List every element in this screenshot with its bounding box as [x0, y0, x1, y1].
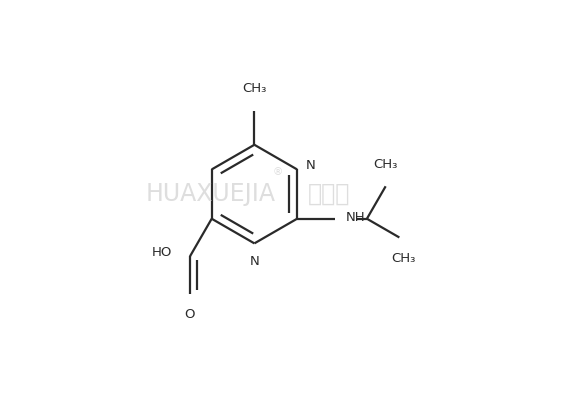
Text: HUAXUEJIA: HUAXUEJIA	[146, 182, 276, 206]
Text: CH₃: CH₃	[391, 252, 416, 266]
Text: CH₃: CH₃	[373, 158, 398, 171]
Text: HO: HO	[152, 246, 172, 259]
Text: N: N	[306, 159, 315, 172]
Text: CH₃: CH₃	[242, 82, 267, 96]
Text: O: O	[185, 308, 195, 320]
Text: NH: NH	[346, 212, 365, 224]
Text: ®: ®	[272, 167, 283, 177]
Text: N: N	[249, 255, 259, 268]
Text: 化学加: 化学加	[308, 182, 350, 206]
